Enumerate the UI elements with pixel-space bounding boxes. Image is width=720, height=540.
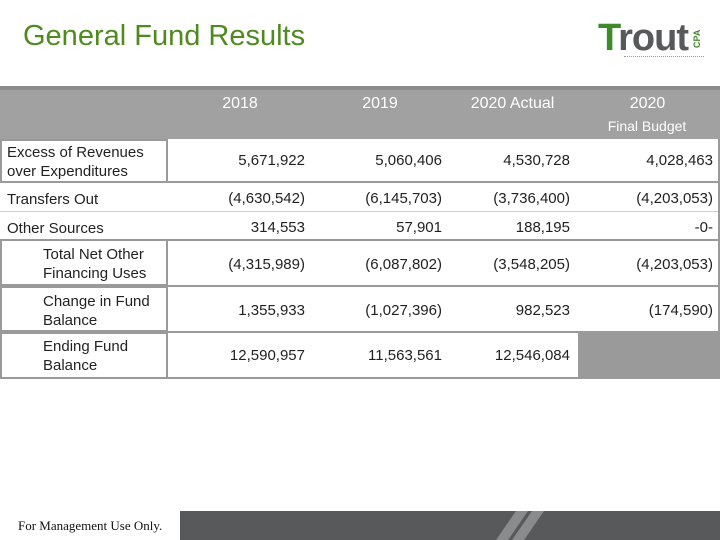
footer-note-area: For Management Use Only. [0, 511, 180, 540]
logo-tagline-rule [624, 56, 704, 60]
table-cell: 12,590,957 [229, 347, 305, 364]
col-header-2020-budget: 2020 [629, 95, 666, 112]
empty-budget-cell [578, 332, 720, 379]
col-header-2019: 2019 [362, 95, 398, 112]
table-cell: 4,028,463 [646, 152, 713, 169]
rule-after-transfers [0, 211, 720, 212]
rule-bottom [0, 377, 720, 379]
row-label-transfers-out: Transfers Out [7, 191, 99, 208]
table-cell: 11,563,561 [368, 347, 442, 364]
rule-after-excess [0, 181, 720, 183]
logo-cpa-suffix: CPA [692, 29, 702, 48]
table-cell: (3,548,205) [493, 256, 570, 273]
fund-results-table: 2018 2019 2020 Actual 2020 Final Budget … [0, 86, 720, 379]
table-cell: (1,027,396) [365, 302, 442, 319]
row-label-excess: Excess of Revenues over Expenditures [7, 144, 144, 180]
footer-note: For Management Use Only. [18, 518, 163, 533]
table-cell: -0- [694, 219, 713, 236]
table-cell: (4,315,989) [228, 256, 305, 273]
rule-after-total [0, 285, 720, 287]
row-label-total-net: Total Net Other Financing Uses [43, 246, 147, 282]
table-cell: (6,087,802) [365, 256, 442, 273]
table-header-band [0, 86, 720, 139]
table-cell: 5,060,406 [375, 152, 442, 169]
footer-bar: For Management Use Only. [0, 511, 720, 540]
table-cell: 12,546,084 [494, 347, 570, 364]
table-cell: 982,523 [515, 302, 570, 319]
table-cell: 188,195 [515, 219, 570, 236]
rule-right-edge [718, 139, 720, 379]
logo-wordmark: Trout [598, 17, 689, 59]
table-cell: 1,355,933 [238, 302, 305, 319]
trout-cpa-logo: Trout CPA [598, 16, 710, 64]
rule-after-other [0, 239, 720, 241]
table-cell: (4,203,053) [636, 256, 713, 273]
page-title: General Fund Results [23, 20, 306, 52]
rule-after-change [0, 331, 720, 333]
table-cell: (4,630,542) [228, 190, 305, 207]
table-cell: 5,671,922 [238, 152, 305, 169]
row-label-change: Change in Fund Balance [43, 293, 150, 329]
row-label-other-sources: Other Sources [7, 220, 104, 237]
footer-stripes-decoration [496, 511, 544, 540]
col-subheader-final-budget: Final Budget [607, 118, 687, 134]
table-cell: 314,553 [250, 219, 305, 236]
table-cell: 4,530,728 [503, 152, 570, 169]
table-cell: (4,203,053) [636, 190, 713, 207]
table-cell: (6,145,703) [365, 190, 442, 207]
table-cell: (3,736,400) [493, 190, 570, 207]
header-top-rule [0, 86, 720, 90]
label-box-excess [0, 139, 168, 183]
col-header-2018: 2018 [222, 95, 258, 112]
row-label-ending: Ending Fund Balance [43, 338, 129, 374]
table-cell: 57,901 [396, 219, 442, 236]
col-header-2020-actual: 2020 Actual [470, 95, 555, 112]
label-box-ending [0, 332, 168, 379]
label-box-change [0, 286, 168, 332]
table-cell: (174,590) [648, 302, 713, 319]
